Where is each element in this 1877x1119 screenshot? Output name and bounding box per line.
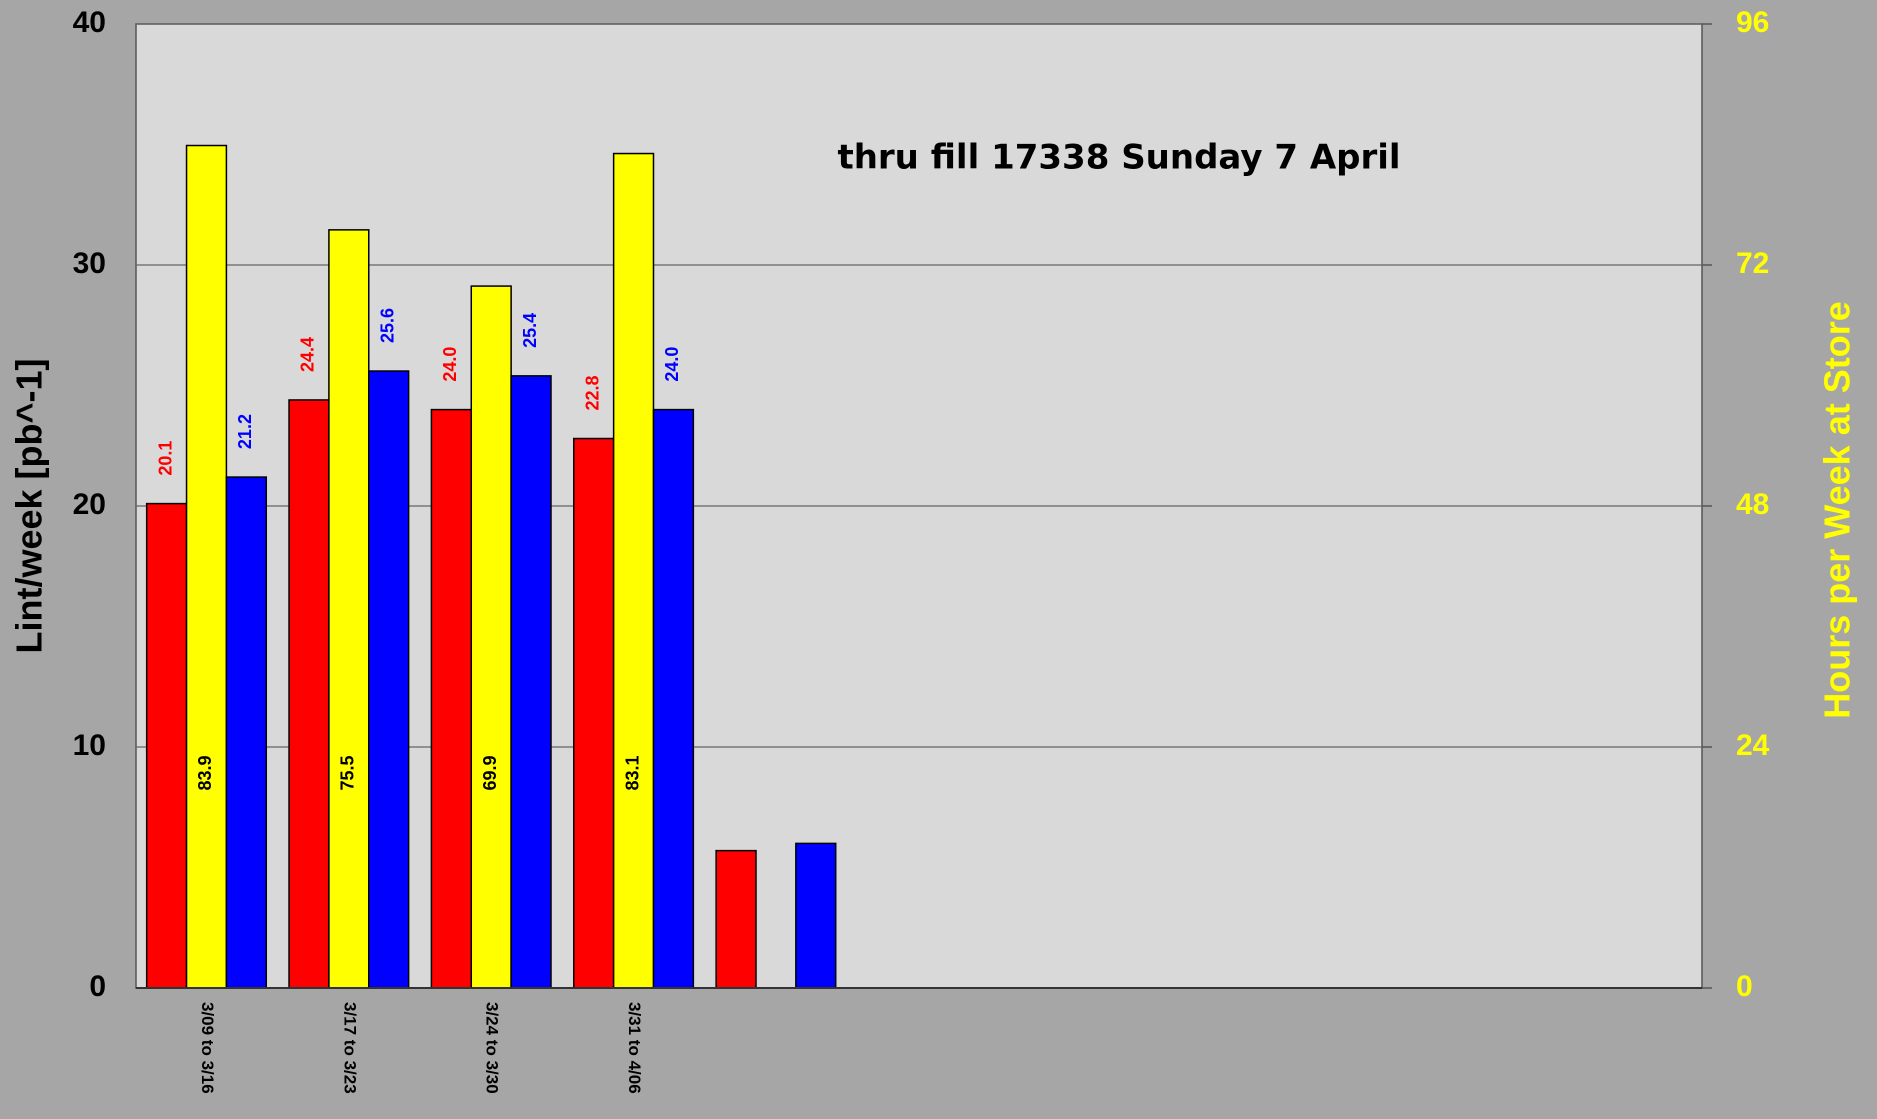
y2-axis-label: Hours per Week at Store (1817, 301, 1858, 718)
bar (795, 842, 837, 989)
x-tick-label: 3/09 to 3/16 (198, 1002, 217, 1094)
value-label: 25.6 (377, 308, 397, 343)
bar (470, 285, 512, 989)
value-label: 20.1 (155, 441, 175, 476)
annotation: thru fill 17338 Sunday 7 April (837, 138, 1400, 178)
y2-tick-label: 96 (1736, 6, 1769, 39)
value-label: 22.8 (582, 375, 602, 410)
value-label: 83.9 (195, 755, 215, 790)
value-label: 24.0 (440, 347, 460, 382)
bar (185, 144, 228, 989)
bar (225, 476, 268, 989)
y2-tick-label: 48 (1736, 488, 1769, 521)
y2-tick-label: 24 (1736, 729, 1770, 762)
y2-tick-label: 72 (1736, 247, 1769, 280)
bar (368, 370, 410, 989)
y-tick-label: 0 (89, 970, 106, 1003)
x-tick-label: 3/31 to 4/06 (625, 1002, 644, 1094)
bar (145, 502, 188, 989)
bar (573, 437, 615, 989)
bar (652, 408, 695, 989)
y2-tick-label: 0 (1736, 970, 1753, 1003)
value-label: 83.1 (622, 755, 642, 790)
bar (288, 399, 330, 989)
y-axis-label: Lint/week [pb^-1] (9, 358, 50, 653)
y-tick-label: 10 (73, 729, 106, 762)
y-tick-label: 30 (73, 247, 106, 280)
value-label: 24.4 (298, 337, 318, 372)
y-tick-label: 40 (73, 6, 106, 39)
bar (510, 375, 552, 989)
value-label: 75.5 (338, 755, 358, 790)
x-tick-label: 3/24 to 3/30 (483, 1002, 502, 1094)
value-label: 24.0 (662, 347, 682, 382)
bar (328, 229, 370, 989)
bar (715, 849, 757, 989)
bar (612, 152, 655, 989)
value-label: 25.4 (520, 313, 540, 348)
value-label: 69.9 (480, 755, 500, 790)
x-tick-label: 3/17 to 3/23 (340, 1002, 359, 1094)
y-tick-label: 20 (73, 488, 106, 521)
value-label: 21.2 (235, 414, 255, 449)
bar (430, 408, 473, 989)
